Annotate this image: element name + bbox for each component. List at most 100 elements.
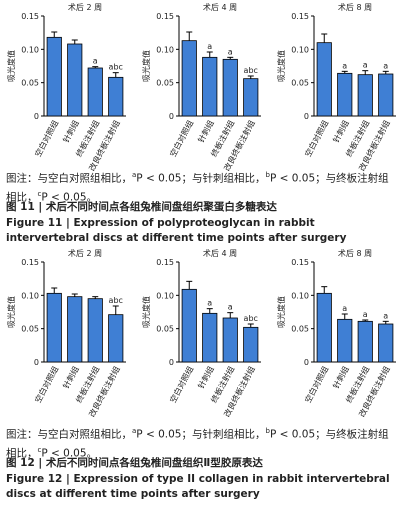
bar xyxy=(108,314,124,363)
y-tick-label: 0.05 xyxy=(291,325,309,334)
x-tick-label: 针刺组 xyxy=(196,364,216,390)
x-tick-label: 针刺组 xyxy=(331,364,351,390)
y-tick-label: 0 xyxy=(169,112,174,121)
bar xyxy=(243,78,259,117)
chart-title: 术后 8 周 xyxy=(338,248,372,258)
bar-annotation: a xyxy=(207,42,212,51)
bar-annotation: a xyxy=(383,311,388,320)
bar-annotation: a xyxy=(342,61,347,70)
x-tick-label: 空白对照组 xyxy=(168,118,196,158)
y-tick-label: 0 xyxy=(304,358,309,367)
y-tick-label: 0.05 xyxy=(21,325,39,334)
note-text: P < 0.05。 xyxy=(41,191,98,203)
bar xyxy=(46,292,62,363)
bar xyxy=(337,72,353,117)
y-tick-label: 0 xyxy=(169,358,174,367)
x-tick-label: 针刺组 xyxy=(331,118,351,144)
bar xyxy=(316,42,332,117)
bar xyxy=(87,67,103,117)
bar-annotation: a xyxy=(228,303,233,312)
y-axis-label: 吸光度值 xyxy=(276,50,286,82)
bar-annotation: abc xyxy=(244,314,258,323)
superscript: a xyxy=(132,171,137,179)
y-tick-label: 0.15 xyxy=(291,12,309,21)
x-tick-label: 空白对照组 xyxy=(303,364,331,404)
note-text: P < 0.05；与针刺组相比， xyxy=(136,172,266,185)
y-tick-label: 0.05 xyxy=(156,325,174,334)
y-tick-label: 0 xyxy=(34,112,39,121)
bar xyxy=(87,298,103,363)
chart-title: 术后 2 周 xyxy=(68,2,102,12)
bar xyxy=(378,73,394,117)
y-tick-label: 0.10 xyxy=(291,45,309,54)
bar-annotation: abc xyxy=(109,296,123,305)
bar xyxy=(378,323,394,363)
x-tick-label: 空白对照组 xyxy=(303,118,331,158)
x-tick-label: 针刺组 xyxy=(61,364,81,390)
y-tick-label: 0.15 xyxy=(156,258,174,267)
bar-annotation: a xyxy=(228,47,233,56)
superscript: c xyxy=(37,445,42,454)
bar-annotation: abc xyxy=(244,66,258,75)
bar xyxy=(67,296,83,363)
bar-annotation: a xyxy=(363,310,368,319)
bar-annotation: a xyxy=(383,61,388,70)
bar-annotation: a xyxy=(207,299,212,308)
y-axis-label: 吸光度值 xyxy=(6,296,16,328)
bar xyxy=(222,317,238,363)
y-tick-label: 0.15 xyxy=(21,258,39,267)
y-tick-label: 0.10 xyxy=(21,45,39,54)
bar xyxy=(316,292,332,363)
chart-title: 术后 2 周 xyxy=(68,248,102,258)
bar xyxy=(181,40,197,117)
figure-title-en: Figure 12 | Expression of type II collag… xyxy=(6,473,390,500)
bar-annotation: a xyxy=(93,57,98,66)
y-axis-label: 吸光度值 xyxy=(276,296,286,328)
bar xyxy=(202,56,218,117)
y-tick-label: 0.10 xyxy=(21,291,39,300)
bar xyxy=(243,326,259,363)
superscript: b xyxy=(265,171,270,179)
chart-title: 术后 4 周 xyxy=(203,248,237,258)
y-tick-label: 0 xyxy=(34,358,39,367)
note-text: P < 0.05。 xyxy=(41,447,98,459)
x-tick-label: 空白对照组 xyxy=(33,118,61,158)
y-tick-label: 0.10 xyxy=(156,45,174,54)
bar xyxy=(337,318,353,363)
bar-annotation: a xyxy=(363,61,368,70)
y-axis-label: 吸光度值 xyxy=(6,50,16,82)
y-tick-label: 0.10 xyxy=(156,291,174,300)
superscript: a xyxy=(132,427,137,435)
figure-note: 图注：与空白对照组相比，aP < 0.05；与针刺组相比，bP < 0.05；与… xyxy=(6,168,398,205)
x-tick-label: 空白对照组 xyxy=(168,364,196,404)
bar xyxy=(181,288,197,363)
note-text: P < 0.05；与针刺组相比， xyxy=(136,428,266,441)
x-tick-label: 针刺组 xyxy=(196,118,216,144)
figure-note: 图注：与空白对照组相比，aP < 0.05；与针刺组相比，bP < 0.05；与… xyxy=(6,424,398,461)
y-tick-label: 0.15 xyxy=(291,258,309,267)
y-tick-label: 0.15 xyxy=(21,12,39,21)
superscript: c xyxy=(37,189,42,198)
note-text: P < 0.05；与终板注射组相比， xyxy=(6,428,389,460)
y-tick-label: 0.10 xyxy=(291,291,309,300)
y-axis-label: 吸光度值 xyxy=(141,50,151,82)
figure-title-en: Figure 11 | Expression of polyproteoglyc… xyxy=(6,217,347,244)
note-text: 图注：与空白对照组相比， xyxy=(6,428,132,441)
y-tick-label: 0.05 xyxy=(21,79,39,88)
bar-annotation: a xyxy=(342,304,347,313)
y-tick-label: 0.05 xyxy=(156,79,174,88)
bar xyxy=(357,320,373,363)
bar xyxy=(108,76,124,117)
chart-title: 术后 8 周 xyxy=(338,2,372,12)
x-tick-label: 空白对照组 xyxy=(33,364,61,404)
x-tick-label: 针刺组 xyxy=(61,118,81,144)
bar xyxy=(222,58,238,117)
bar xyxy=(67,43,83,117)
bar xyxy=(357,74,373,117)
figure-title-cn: 图 11 | 术后不同时间点各组兔椎间盘组织聚蛋白多糖表达 xyxy=(6,201,277,213)
chart-title: 术后 4 周 xyxy=(203,2,237,12)
y-tick-label: 0 xyxy=(304,112,309,121)
note-text: P < 0.05；与终板注射组相比， xyxy=(6,172,389,204)
